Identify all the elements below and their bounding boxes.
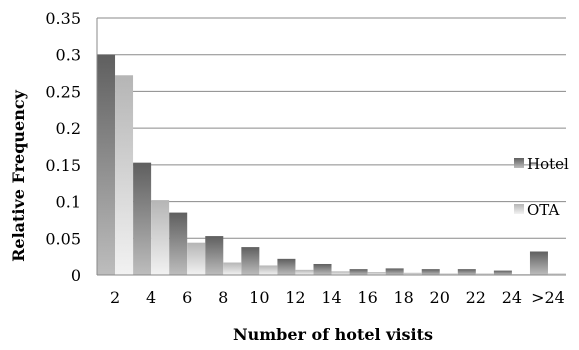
bar-hotel	[313, 263, 332, 275]
bar-ota	[151, 200, 170, 275]
bar-ota	[331, 271, 350, 275]
bar-ota	[223, 262, 242, 275]
y-tick-label: 0.2	[56, 119, 81, 138]
x-tick-label: 14	[321, 288, 341, 307]
x-tick-label: 20	[430, 288, 450, 307]
bar-hotel	[241, 247, 260, 275]
bar-hotel	[205, 236, 224, 275]
y-tick-label: 0.1	[56, 193, 81, 212]
x-tick-label: 10	[249, 288, 269, 307]
bar-hotel	[133, 162, 152, 275]
bar-ota	[439, 273, 458, 275]
bars	[97, 54, 566, 275]
y-tick-label: 0.3	[56, 46, 81, 65]
bar-ota	[367, 272, 386, 275]
bar-hotel	[385, 268, 404, 275]
gridlines	[97, 17, 566, 239]
axes	[96, 18, 566, 276]
x-tick-label: 18	[393, 288, 413, 307]
y-tick-label: 0	[71, 266, 81, 285]
legend-label-hotel: Hotel	[527, 155, 569, 173]
bar-ota	[115, 75, 134, 275]
bar-ota	[475, 273, 494, 275]
x-axis-title: Number of hotel visits	[233, 325, 433, 344]
x-tick-label: 24	[502, 288, 522, 307]
bar-ota	[547, 273, 566, 275]
y-tick-label: 0.35	[45, 9, 81, 28]
bar-hotel	[421, 269, 440, 275]
x-tick-label: 16	[357, 288, 377, 307]
y-tick-label: 0.25	[45, 82, 81, 101]
bar-hotel	[493, 270, 512, 275]
bar-hotel	[169, 212, 188, 275]
legend-swatch-ota	[514, 204, 524, 214]
legend: Hotel OTA	[514, 155, 569, 219]
bar-hotel	[457, 269, 476, 275]
bar-ota	[187, 242, 206, 275]
y-tick-label: 0.15	[45, 156, 81, 175]
x-tick-label: 22	[466, 288, 486, 307]
tick-labels: 00.050.10.150.20.250.30.352 4 6 8 10 12 14 16 18…	[45, 9, 564, 307]
x-tick-label: 2	[110, 288, 120, 307]
x-tick-label: 8	[218, 288, 228, 307]
y-axis-title: Relative Frequency	[9, 89, 28, 262]
bar-hotel	[97, 54, 116, 275]
x-tick-label: >24	[531, 288, 565, 307]
bar-hotel	[349, 269, 368, 275]
bar-hotel	[529, 251, 548, 275]
legend-swatch-hotel	[514, 158, 524, 168]
x-tick-label: 4	[146, 288, 156, 307]
bar-ota	[403, 272, 422, 275]
x-tick-label: 12	[285, 288, 305, 307]
x-tick-label: 6	[182, 288, 192, 307]
bar-ota	[259, 265, 278, 275]
bar-ota	[295, 269, 314, 275]
bar-hotel	[277, 258, 296, 275]
legend-label-ota: OTA	[527, 201, 559, 219]
y-tick-label: 0.05	[45, 229, 81, 248]
